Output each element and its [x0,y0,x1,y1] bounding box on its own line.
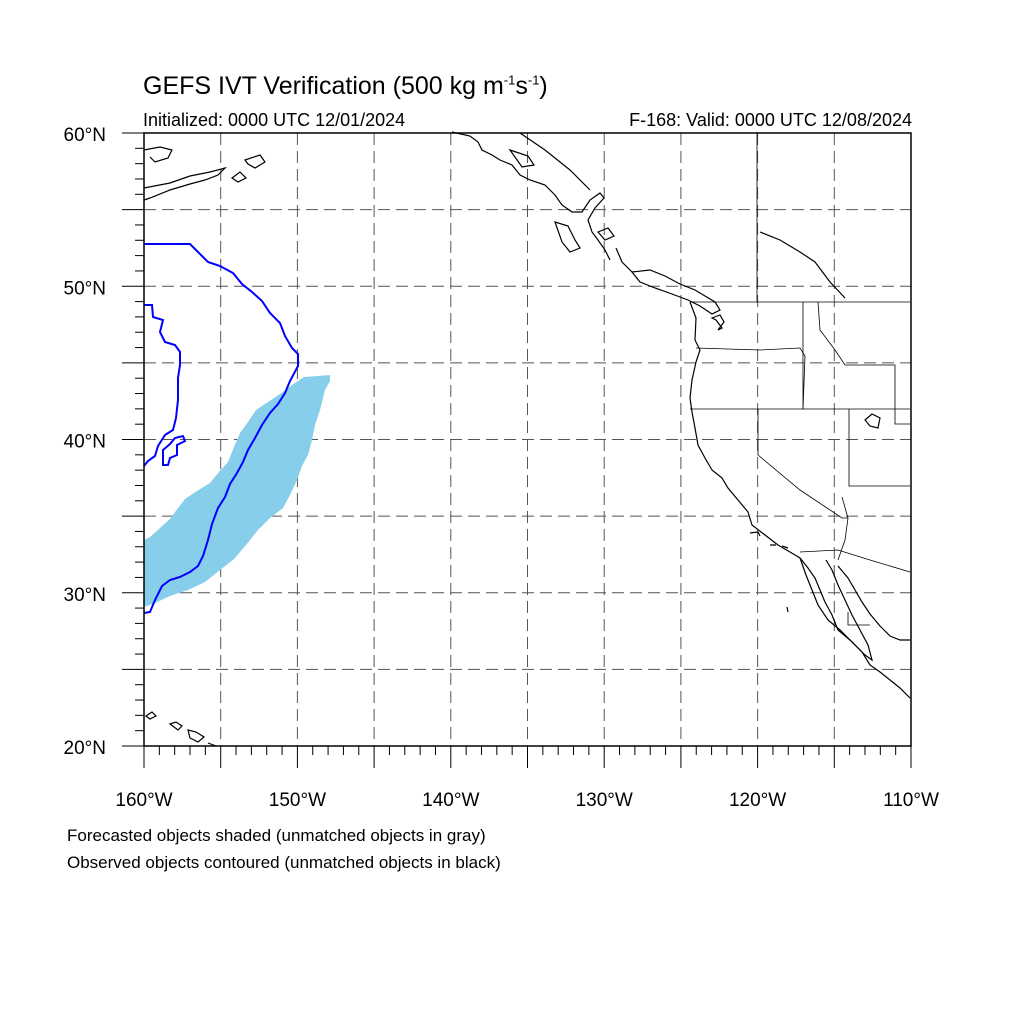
observed-object-contour-west [143,304,187,467]
latitude-labels: 20°N 30°N 40°N 50°N 60°N [64,125,106,759]
gulf-of-california [837,565,910,641]
mexico-border-east [847,612,870,626]
west-coast [689,301,911,699]
bc-coast-inlets [615,231,846,299]
lon-label: 110°W [883,790,939,811]
initialized-label: Initialized: 0000 UTC 12/01/2024 [143,110,406,130]
gulf-of-alaska-coast [451,131,611,261]
forecast-object-shade [144,375,330,607]
lat-label: 40°N [64,432,106,453]
lon-label: 140°W [422,790,479,811]
chart-title: GEFS IVT Verification (500 kg m-1s-1) [143,72,548,100]
nevada-california-border [757,409,848,519]
hawaii-islands [144,711,217,747]
vancouver-island [630,269,721,315]
lon-label: 160°W [115,790,172,811]
lon-label: 120°W [729,790,786,811]
observed-object-contour [143,243,299,614]
lat-label: 50°N [64,278,106,299]
guadalupe-island [786,606,789,613]
washington-oregon-border [695,347,806,410]
british-columbia-islands [508,148,615,253]
valid-time-label: F-168: Valid: 0000 UTC 12/08/2024 [629,110,912,130]
great-salt-lake [864,413,881,429]
lat-label: 30°N [64,585,106,606]
lon-label: 130°W [576,790,633,811]
legend-forecast: Forecasted objects shaded (unmatched obj… [67,826,486,845]
legend-observed: Observed objects contoured (unmatched ob… [67,853,501,872]
coastlines [143,131,911,747]
alaska-coast [143,146,266,201]
axis-ticks [122,132,912,768]
us-mexico-border [799,549,911,573]
lon-label: 150°W [269,790,326,811]
puget-sound [710,314,725,331]
baja-california [799,557,874,662]
nevada-utah-border [848,409,910,487]
arizona-border [837,496,849,561]
lat-label: 20°N [64,738,106,759]
idaho-border [802,301,910,425]
political-borders [690,132,911,626]
longitude-labels: 160°W 150°W 140°W 130°W 120°W 110°W [115,790,939,811]
map-frame [143,132,912,747]
channel-islands [749,531,789,549]
lat-label: 60°N [64,125,106,146]
